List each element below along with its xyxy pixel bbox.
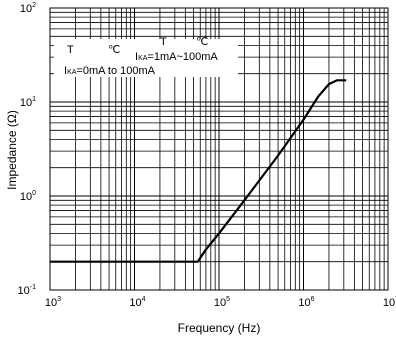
x-tick-label: 105 — [214, 296, 230, 309]
y-tick-label-exponent: 0 — [32, 190, 36, 197]
x-tick-label-exponent: 4 — [142, 296, 146, 303]
annotation-line2: IKA=1mA~100mA — [135, 51, 218, 63]
y-tick-label-exponent: 2 — [32, 2, 36, 9]
y-tick-label-base: 10 — [20, 97, 32, 109]
annotation-box: T ℃ T ℃ IKA=1mA~100mA IKA=0mA to 100mA — [54, 36, 238, 77]
x-axis-label: Frequency (Hz) — [178, 321, 261, 335]
impedance-curve — [50, 79, 347, 263]
y-tick-label-exponent: 1 — [32, 96, 36, 103]
annotation-line3-rest: =0mA to 100mA — [76, 65, 155, 77]
series-group — [50, 79, 347, 263]
y-tick-label: 102 — [20, 2, 36, 15]
annotation-deg2: ℃ — [196, 36, 208, 48]
annotation-t1: T — [67, 44, 74, 56]
x-tick-label-base: 10 — [298, 297, 310, 309]
y-tick-label: 10-1 — [18, 284, 37, 297]
x-tick-label: 107 — [383, 296, 396, 309]
y-tick-label-base: 10 — [20, 3, 32, 15]
annotation-line3: IKA=0mA to 100mA — [64, 65, 156, 77]
annotation-t2: T — [160, 36, 167, 48]
plot-frame — [49, 7, 389, 291]
y-axis-label: Impedance (Ω) — [5, 110, 19, 190]
y-tick-label-base: 10 — [20, 191, 32, 203]
x-tick-label-exponent: 5 — [226, 296, 230, 303]
annotation-line2-sub: KA — [138, 55, 148, 62]
x-tick-label-base: 10 — [214, 297, 226, 309]
x-tick-label: 104 — [129, 296, 145, 309]
x-tick-label-base: 10 — [45, 297, 57, 309]
x-tick-label-base: 10 — [129, 297, 141, 309]
annotation-line2-prefix: I — [135, 51, 138, 63]
y-tick-label: 100 — [20, 190, 36, 203]
annotation-line3-sub: KA — [67, 69, 77, 76]
y-tick-label-base: 10 — [18, 285, 30, 297]
annotation-line2-rest: =1mA~100mA — [147, 51, 218, 63]
y-tick-label-exponent: -1 — [30, 284, 36, 291]
x-tick-label: 103 — [45, 296, 61, 309]
x-tick-label-exponent: 6 — [311, 296, 315, 303]
annotation-background — [54, 39, 238, 77]
annotation-deg1: ℃ — [108, 44, 120, 56]
x-tick-label-exponent: 3 — [57, 296, 61, 303]
x-tick-label: 106 — [298, 296, 314, 309]
x-tick-label-base: 10 — [383, 297, 395, 309]
annotation-line3-prefix: I — [64, 65, 67, 77]
y-tick-label: 101 — [20, 96, 36, 109]
